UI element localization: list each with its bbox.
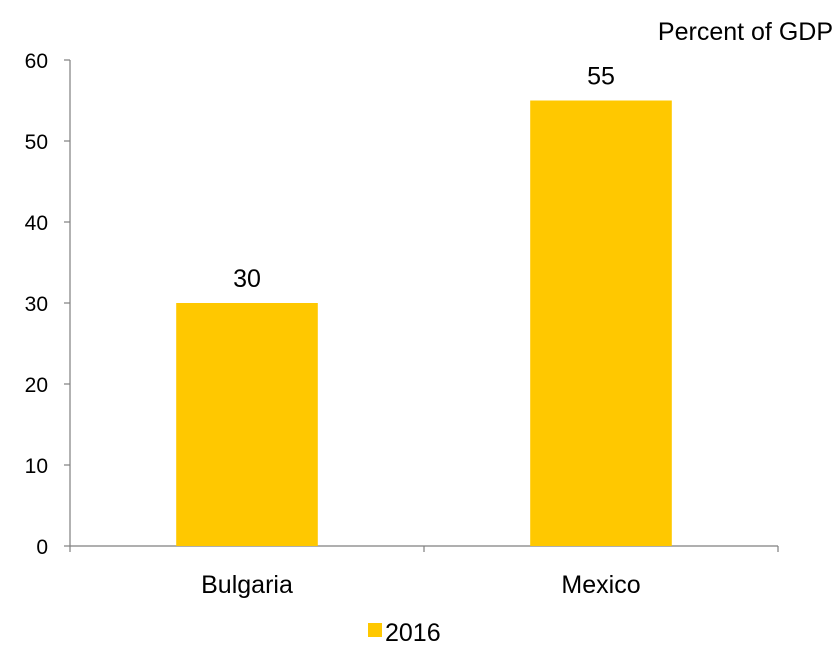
- bars: [176, 100, 672, 546]
- y-tick-label: 30: [25, 293, 48, 316]
- y-tick-label: 10: [25, 455, 48, 478]
- y-tick-label: 50: [25, 131, 48, 154]
- y-tick-label: 40: [25, 212, 48, 235]
- unit-label: Percent of GDP: [658, 18, 833, 46]
- data-label: 30: [233, 265, 261, 293]
- legend-label: 2016: [385, 619, 441, 644]
- data-labels: 30 55: [233, 63, 615, 294]
- y-axis: 0 10 20 30 40 50 60: [25, 50, 71, 559]
- y-tick-label: 20: [25, 374, 48, 397]
- legend: 2016: [368, 619, 441, 647]
- y-tick-label: 60: [25, 50, 48, 73]
- legend-swatch: [368, 623, 382, 637]
- x-axis: Bulgaria Mexico: [69, 545, 779, 599]
- x-category-label: Mexico: [561, 571, 640, 599]
- y-tick-label: 0: [36, 536, 48, 559]
- bar-bulgaria: [176, 303, 318, 546]
- bar-mexico: [530, 100, 672, 546]
- x-category-label: Bulgaria: [201, 571, 293, 599]
- data-label: 55: [587, 63, 615, 91]
